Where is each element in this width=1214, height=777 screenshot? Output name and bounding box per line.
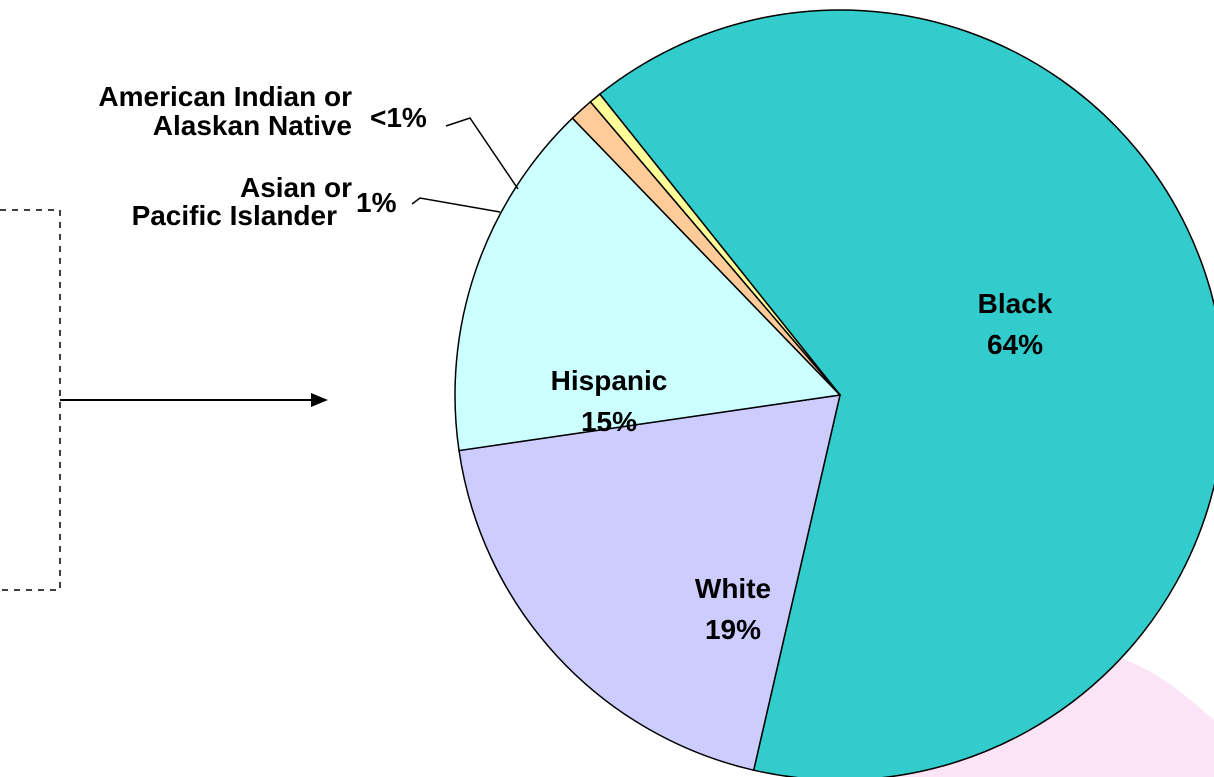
leader-line-asian-or-pacific-islander bbox=[411, 197, 501, 213]
slice-label-american-indian-or-alaskan-native-line-2: Alaskan Native bbox=[153, 110, 352, 141]
value-label-hispanic: 15% bbox=[581, 406, 637, 437]
slice-label-hispanic: Hispanic bbox=[551, 365, 668, 396]
slice-hispanic bbox=[454, 117, 842, 452]
value-label-american-indian-or-alaskan-native: <1% bbox=[370, 102, 427, 133]
slice-american-indian-or-alaskan-native bbox=[589, 93, 841, 396]
slice-black bbox=[598, 9, 1214, 777]
value-label-white: 19% bbox=[705, 614, 761, 645]
slice-white bbox=[458, 394, 841, 772]
value-label-asian-or-pacific-islander: 1% bbox=[356, 187, 397, 218]
slice-label-asian-or-pacific-islander-line-2: Pacific Islander bbox=[132, 200, 338, 231]
slice-label-white: White bbox=[695, 573, 771, 604]
arrow-head-icon bbox=[311, 393, 328, 407]
leader-line-american-indian-or-alaskan-native bbox=[445, 117, 519, 190]
slice-label-black: Black bbox=[978, 288, 1053, 319]
value-label-black: 64% bbox=[987, 329, 1043, 360]
slice-label-american-indian-or-alaskan-native-line-1: American Indian or bbox=[98, 81, 352, 112]
dashed-bracket bbox=[0, 209, 61, 591]
slice-label-asian-or-pacific-islander-line-1: Asian or bbox=[240, 172, 352, 203]
